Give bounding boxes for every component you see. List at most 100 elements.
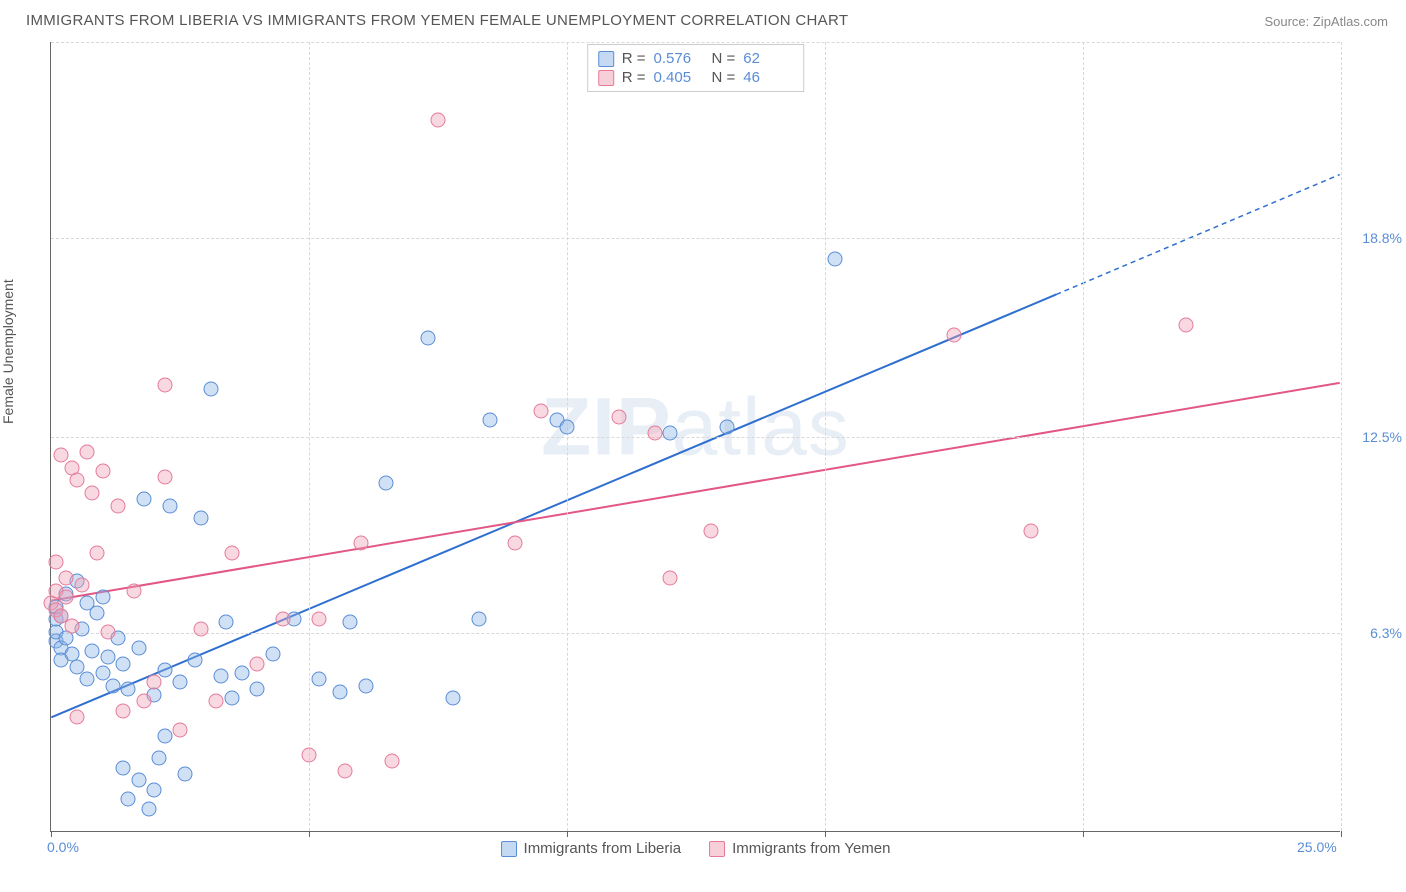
data-point-yemen — [49, 555, 64, 570]
data-point-yemen — [157, 378, 172, 393]
trendline-yemen — [51, 383, 1339, 601]
data-point-yemen — [947, 327, 962, 342]
gridline-vertical — [825, 42, 826, 831]
x-tick-mark — [1341, 831, 1342, 837]
y-axis-label: Female Unemployment — [0, 279, 16, 424]
data-point-yemen — [384, 754, 399, 769]
gridline-horizontal — [51, 42, 1340, 43]
data-point-liberia — [420, 331, 435, 346]
source-attribution: Source: ZipAtlas.com — [1264, 14, 1388, 29]
data-point-yemen — [116, 703, 131, 718]
data-point-yemen — [136, 694, 151, 709]
data-point-yemen — [431, 113, 446, 128]
data-point-yemen — [85, 485, 100, 500]
data-point-yemen — [302, 748, 317, 763]
data-point-yemen — [59, 590, 74, 605]
data-point-liberia — [482, 413, 497, 428]
gridline-horizontal — [51, 437, 1340, 438]
data-point-liberia — [173, 675, 188, 690]
data-point-liberia — [224, 691, 239, 706]
data-point-liberia — [105, 678, 120, 693]
data-point-liberia — [162, 498, 177, 513]
x-tick-mark — [1083, 831, 1084, 837]
gridline-horizontal — [51, 633, 1340, 634]
data-point-yemen — [173, 722, 188, 737]
data-point-liberia — [95, 666, 110, 681]
r-label: R = — [622, 50, 646, 67]
data-point-liberia — [131, 773, 146, 788]
data-point-yemen — [111, 498, 126, 513]
legend-item-liberia: Immigrants from Liberia — [501, 840, 682, 857]
data-point-liberia — [147, 782, 162, 797]
trendline-liberia-extrapolated — [1056, 175, 1339, 295]
data-point-liberia — [719, 419, 734, 434]
data-point-yemen — [95, 463, 110, 478]
data-point-liberia — [219, 615, 234, 630]
data-point-liberia — [69, 659, 84, 674]
y-tick-label: 6.3% — [1370, 625, 1402, 641]
x-tick-mark — [567, 831, 568, 837]
data-point-yemen — [80, 444, 95, 459]
data-point-liberia — [95, 590, 110, 605]
data-point-liberia — [332, 684, 347, 699]
data-point-yemen — [126, 583, 141, 598]
data-point-liberia — [343, 615, 358, 630]
data-point-liberia — [188, 653, 203, 668]
gridline-vertical — [309, 42, 310, 831]
data-point-liberia — [560, 419, 575, 434]
x-tick-mark — [825, 831, 826, 837]
data-point-liberia — [358, 678, 373, 693]
n-label: N = — [712, 69, 736, 86]
data-point-yemen — [647, 425, 662, 440]
data-point-liberia — [234, 666, 249, 681]
data-point-yemen — [312, 612, 327, 627]
data-point-liberia — [121, 681, 136, 696]
legend-label-yemen: Immigrants from Yemen — [732, 840, 890, 857]
data-point-yemen — [54, 447, 69, 462]
legend-label-liberia: Immigrants from Liberia — [524, 840, 682, 857]
data-point-liberia — [157, 662, 172, 677]
yemen-n-value: 46 — [743, 69, 793, 86]
swatch-yemen-icon — [709, 841, 725, 857]
data-point-liberia — [379, 476, 394, 491]
data-point-yemen — [611, 410, 626, 425]
data-point-yemen — [64, 618, 79, 633]
gridline-horizontal — [51, 238, 1340, 239]
gridline-vertical — [567, 42, 568, 831]
data-point-liberia — [100, 650, 115, 665]
stats-legend-box: R = 0.576 N = 62 R = 0.405 N = 46 — [587, 44, 805, 92]
watermark-text: ZIPatlas — [541, 380, 850, 474]
x-tick-mark — [51, 831, 52, 837]
data-point-yemen — [1179, 318, 1194, 333]
data-point-yemen — [157, 470, 172, 485]
data-point-yemen — [90, 545, 105, 560]
data-point-yemen — [663, 571, 678, 586]
data-point-yemen — [74, 577, 89, 592]
x-tick-mark — [309, 831, 310, 837]
data-point-liberia — [193, 511, 208, 526]
data-point-liberia — [121, 792, 136, 807]
data-point-liberia — [136, 492, 151, 507]
data-point-yemen — [250, 656, 265, 671]
data-point-liberia — [265, 647, 280, 662]
data-point-yemen — [193, 621, 208, 636]
data-point-liberia — [152, 751, 167, 766]
data-point-yemen — [508, 536, 523, 551]
y-tick-label: 18.8% — [1362, 230, 1402, 246]
stats-row-liberia: R = 0.576 N = 62 — [598, 49, 794, 68]
data-point-liberia — [203, 381, 218, 396]
data-point-yemen — [69, 473, 84, 488]
trendline-liberia — [51, 294, 1056, 717]
data-point-yemen — [338, 763, 353, 778]
swatch-liberia-icon — [598, 51, 614, 67]
legend-item-yemen: Immigrants from Yemen — [709, 840, 890, 857]
gridline-vertical — [1341, 42, 1342, 831]
data-point-yemen — [100, 624, 115, 639]
data-point-liberia — [214, 669, 229, 684]
data-point-liberia — [142, 801, 157, 816]
data-point-yemen — [1024, 523, 1039, 538]
data-point-yemen — [704, 523, 719, 538]
data-point-liberia — [131, 640, 146, 655]
n-label: N = — [712, 50, 736, 67]
data-point-liberia — [80, 672, 95, 687]
